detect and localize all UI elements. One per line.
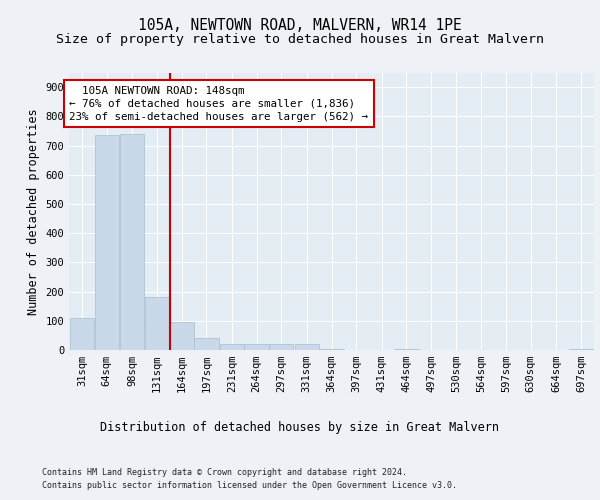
Bar xyxy=(269,344,293,350)
Text: 105A, NEWTOWN ROAD, MALVERN, WR14 1PE: 105A, NEWTOWN ROAD, MALVERN, WR14 1PE xyxy=(138,18,462,32)
Bar xyxy=(394,348,419,350)
Text: Contains public sector information licensed under the Open Government Licence v3: Contains public sector information licen… xyxy=(42,482,457,490)
Bar xyxy=(95,136,119,350)
Bar xyxy=(194,338,218,350)
Bar xyxy=(120,134,145,350)
Bar xyxy=(569,348,593,350)
Bar xyxy=(145,298,169,350)
Bar xyxy=(319,348,344,350)
Text: Size of property relative to detached houses in Great Malvern: Size of property relative to detached ho… xyxy=(56,32,544,46)
Text: 105A NEWTOWN ROAD: 148sqm
← 76% of detached houses are smaller (1,836)
23% of se: 105A NEWTOWN ROAD: 148sqm ← 76% of detac… xyxy=(70,86,368,122)
Text: Contains HM Land Registry data © Crown copyright and database right 2024.: Contains HM Land Registry data © Crown c… xyxy=(42,468,407,477)
Text: Distribution of detached houses by size in Great Malvern: Distribution of detached houses by size … xyxy=(101,421,499,434)
Bar xyxy=(244,344,269,350)
Y-axis label: Number of detached properties: Number of detached properties xyxy=(27,108,40,314)
Bar xyxy=(70,318,94,350)
Bar xyxy=(170,322,194,350)
Bar xyxy=(220,344,244,350)
Bar xyxy=(295,344,319,350)
